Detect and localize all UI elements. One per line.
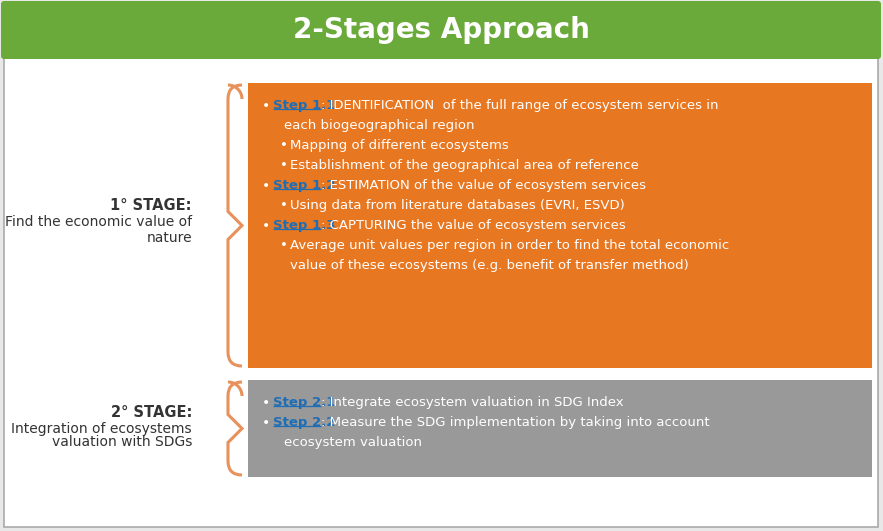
Text: •: • xyxy=(262,416,270,430)
Text: Find the economic value of: Find the economic value of xyxy=(5,215,192,228)
Text: •: • xyxy=(280,159,288,172)
Text: : IDENTIFICATION  of the full range of ecosystem services in: : IDENTIFICATION of the full range of ec… xyxy=(321,99,719,112)
Text: 2-Stages Approach: 2-Stages Approach xyxy=(292,16,590,44)
Text: Mapping of different ecosystems: Mapping of different ecosystems xyxy=(290,139,509,152)
Text: : Integrate ecosystem valuation in SDG Index: : Integrate ecosystem valuation in SDG I… xyxy=(321,396,623,409)
Text: 1° STAGE:: 1° STAGE: xyxy=(110,198,192,213)
Text: Step 1.3: Step 1.3 xyxy=(273,219,336,232)
Text: •: • xyxy=(280,139,288,152)
Text: Establishment of the geographical area of reference: Establishment of the geographical area o… xyxy=(290,159,639,172)
Text: •: • xyxy=(280,199,288,212)
Text: •: • xyxy=(280,239,288,252)
Text: valuation with SDGs: valuation with SDGs xyxy=(51,435,192,450)
Text: nature: nature xyxy=(147,230,192,244)
Text: Integration of ecosystems: Integration of ecosystems xyxy=(11,422,192,435)
FancyBboxPatch shape xyxy=(248,380,872,477)
Text: Using data from literature databases (EVRI, ESVD): Using data from literature databases (EV… xyxy=(290,199,625,212)
FancyBboxPatch shape xyxy=(4,5,878,527)
Text: Step 1.1: Step 1.1 xyxy=(273,99,336,112)
Text: •: • xyxy=(262,179,270,193)
Text: ecosystem valuation: ecosystem valuation xyxy=(284,436,422,449)
Text: 2° STAGE:: 2° STAGE: xyxy=(110,405,192,420)
Text: each biogeographical region: each biogeographical region xyxy=(284,119,474,132)
Text: •: • xyxy=(262,396,270,410)
Text: Average unit values per region in order to find the total economic: Average unit values per region in order … xyxy=(290,239,729,252)
Text: value of these ecosystems (e.g. benefit of transfer method): value of these ecosystems (e.g. benefit … xyxy=(290,259,689,272)
Text: : ESTIMATION of the value of ecosystem services: : ESTIMATION of the value of ecosystem s… xyxy=(321,179,645,192)
Text: : Measure the SDG implementation by taking into account: : Measure the SDG implementation by taki… xyxy=(321,416,710,429)
FancyBboxPatch shape xyxy=(248,83,872,368)
Text: Step 1.2: Step 1.2 xyxy=(273,179,336,192)
Text: Step 2.2: Step 2.2 xyxy=(273,416,336,429)
Text: •: • xyxy=(262,99,270,113)
FancyBboxPatch shape xyxy=(1,1,881,59)
Text: : CAPTURING the value of ecosystem services: : CAPTURING the value of ecosystem servi… xyxy=(321,219,626,232)
Text: Step 2.1: Step 2.1 xyxy=(273,396,336,409)
Text: •: • xyxy=(262,219,270,233)
